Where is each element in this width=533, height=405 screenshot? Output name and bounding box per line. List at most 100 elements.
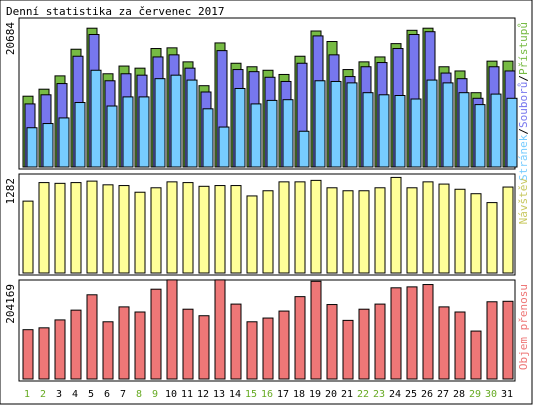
- day-label-30: 30: [485, 389, 497, 400]
- bar-hits-stránek-day-7: [122, 96, 134, 168]
- bar-hits-stránek-day-27: [442, 82, 454, 168]
- bar-visits-návštěv-day-8: [134, 191, 146, 274]
- day-label-10: 10: [165, 389, 177, 400]
- day-label-3: 3: [56, 389, 62, 400]
- bar-visits-návštěv-day-5: [86, 180, 98, 274]
- bar-visits-návštěv-day-16: [262, 190, 274, 274]
- series-label-part: Stránek: [517, 134, 530, 181]
- bar-hits-stránek-day-6: [106, 105, 118, 168]
- bar-traffic-objem-přenosu-day-11: [182, 308, 194, 380]
- day-label-5: 5: [88, 389, 94, 400]
- bar-hits-stránek-day-9: [154, 78, 166, 168]
- day-label-26: 26: [421, 389, 433, 400]
- day-label-22: 22: [357, 389, 369, 400]
- bar-traffic-objem-přenosu-day-20: [326, 304, 338, 380]
- bar-hits-stránek-day-29: [474, 104, 486, 168]
- bar-hits-stránek-day-19: [314, 80, 326, 168]
- bar-hits-stránek-day-23: [378, 94, 390, 168]
- bar-visits-návštěv-day-28: [454, 188, 466, 274]
- bar-hits-stránek-day-31: [506, 97, 518, 168]
- bar-hits-stránek-day-17: [282, 99, 294, 168]
- bar-traffic-objem-přenosu-day-9: [150, 288, 162, 380]
- bar-visits-návštěv-day-19: [310, 179, 322, 274]
- bar-visits-návštěv-day-24: [390, 176, 402, 274]
- series-label-part: Souborů: [517, 82, 530, 128]
- bar-traffic-objem-přenosu-day-31: [502, 300, 514, 380]
- bar-visits-návštěv-day-14: [230, 185, 242, 274]
- bar-traffic-objem-přenosu-day-8: [134, 311, 146, 380]
- day-label-8: 8: [136, 389, 142, 400]
- max-label-hits: 20684: [4, 22, 17, 55]
- bar-traffic-objem-přenosu-day-24: [390, 287, 402, 380]
- bar-hits-stránek-day-13: [218, 126, 230, 168]
- bar-visits-návštěv-day-21: [342, 190, 354, 274]
- bar-hits-stránek-day-24: [394, 95, 406, 168]
- bar-hits-stránek-day-25: [410, 98, 422, 168]
- day-label-21: 21: [341, 389, 353, 400]
- bar-traffic-objem-přenosu-day-5: [86, 294, 98, 380]
- series-label-part: /: [517, 128, 530, 135]
- bar-traffic-objem-přenosu-day-23: [374, 303, 386, 380]
- bar-hits-stránek-day-5: [90, 69, 102, 168]
- bar-traffic-objem-přenosu-day-21: [342, 319, 354, 380]
- day-labels: 1 2 3 4 5 6 7 8 9 10 11 12 13 14 15 16 17 18 19 20 21 22 23 24 2…: [24, 389, 513, 400]
- bar-traffic-objem-přenosu-day-30: [486, 301, 498, 380]
- series-label-hits: Stránek/Souborů/Přístupů: [517, 22, 530, 181]
- day-label-1: 1: [24, 389, 30, 400]
- bar-hits-stránek-day-30: [490, 93, 502, 168]
- bar-visits-návštěv-day-17: [278, 181, 290, 274]
- bar-visits-návštěv-day-2: [38, 182, 50, 274]
- bar-traffic-objem-přenosu-day-15: [246, 321, 258, 380]
- bar-hits-stránek-day-28: [458, 92, 470, 168]
- bar-hits-stránek-day-11: [186, 79, 198, 168]
- series-label-visits: Návštěv: [517, 178, 530, 225]
- day-label-11: 11: [181, 389, 193, 400]
- bar-traffic-objem-přenosu-day-27: [438, 306, 450, 380]
- bar-visits-návštěv-day-31: [502, 186, 514, 274]
- panel-traffic: 204169 Objem přenosu: [4, 279, 530, 382]
- bar-hits-stránek-day-12: [202, 108, 214, 168]
- bar-traffic-objem-přenosu-day-1: [22, 329, 34, 380]
- bar-hits-stránek-day-4: [74, 102, 86, 168]
- bar-visits-návštěv-day-4: [70, 182, 82, 274]
- bar-hits-stránek-day-20: [330, 80, 342, 168]
- day-label-15: 15: [245, 389, 257, 400]
- bar-visits-návštěv-day-18: [294, 181, 306, 274]
- day-label-4: 4: [72, 389, 78, 400]
- bar-traffic-objem-přenosu-day-12: [198, 315, 210, 380]
- bar-hits-stránek-day-21: [346, 82, 358, 168]
- bar-hits-stránek-day-1: [26, 127, 38, 168]
- bar-visits-návštěv-day-9: [150, 187, 162, 274]
- day-label-17: 17: [277, 389, 289, 400]
- bar-traffic-objem-přenosu-day-25: [406, 286, 418, 380]
- bar-traffic-objem-přenosu-day-28: [454, 311, 466, 380]
- bar-visits-návštěv-day-25: [406, 187, 418, 274]
- bar-hits-stránek-day-10: [170, 74, 182, 168]
- day-label-31: 31: [501, 389, 513, 400]
- day-label-16: 16: [261, 389, 273, 400]
- bar-visits-návštěv-day-12: [198, 185, 210, 274]
- bar-hits-stránek-day-26: [426, 79, 438, 168]
- bar-visits-návštěv-day-3: [54, 182, 66, 274]
- bar-traffic-objem-přenosu-day-22: [358, 308, 370, 380]
- bar-hits-stránek-day-15: [250, 103, 262, 168]
- day-label-20: 20: [325, 389, 337, 400]
- bar-visits-návštěv-day-6: [102, 184, 114, 274]
- bar-traffic-objem-přenosu-day-16: [262, 317, 274, 380]
- bar-hits-stránek-day-8: [138, 96, 150, 168]
- bar-visits-návštěv-day-10: [166, 181, 178, 274]
- series-label-traffic: Objem přenosu: [517, 284, 530, 370]
- series-label-part: Přístupů: [517, 22, 530, 75]
- max-label-traffic: 204169: [4, 284, 17, 324]
- day-label-23: 23: [373, 389, 385, 400]
- day-label-18: 18: [293, 389, 305, 400]
- day-label-24: 24: [389, 389, 401, 400]
- bar-traffic-objem-přenosu-day-7: [118, 306, 130, 380]
- day-label-19: 19: [309, 389, 321, 400]
- panel-visits: 1282 Návštěv: [4, 173, 530, 276]
- bar-hits-stránek-day-18: [298, 130, 310, 168]
- bar-traffic-objem-přenosu-day-2: [38, 327, 50, 380]
- day-label-7: 7: [120, 389, 126, 400]
